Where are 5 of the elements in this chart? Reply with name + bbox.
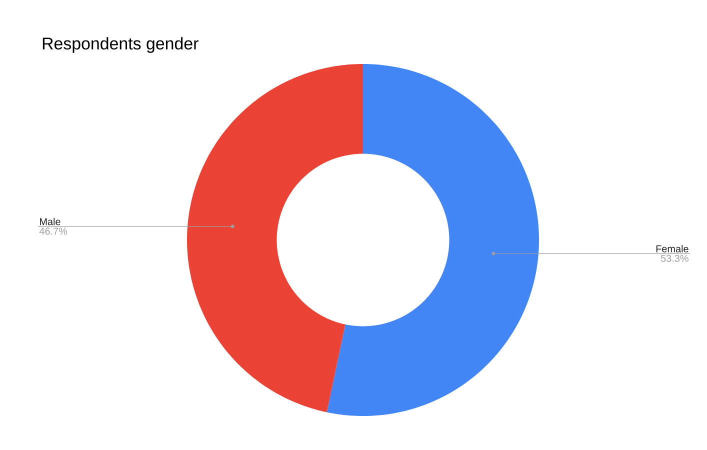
slice-label: Male: [40, 218, 60, 226]
chart-title: Respondents gender: [42, 37, 198, 53]
data-label: 53.3%: [660, 254, 688, 262]
data-label: 46.7%: [39, 228, 68, 235]
slice-label: Female: [656, 245, 688, 252]
